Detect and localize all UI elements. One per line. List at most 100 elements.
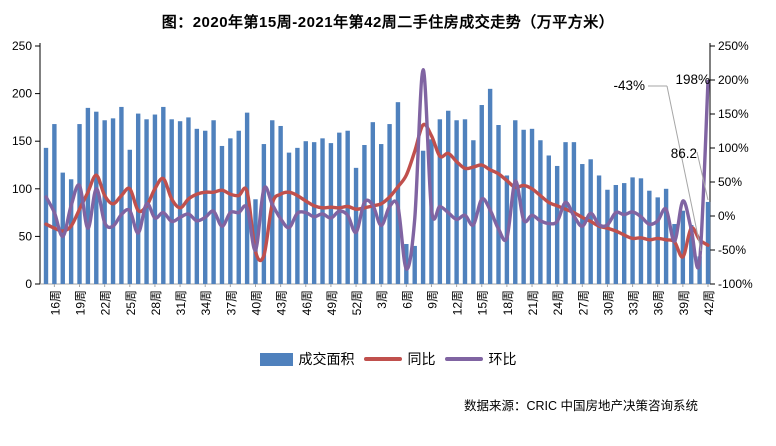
bar bbox=[672, 224, 677, 284]
bar bbox=[236, 130, 241, 284]
right-axis-tick-label: 150% bbox=[718, 107, 749, 121]
bar bbox=[680, 210, 686, 284]
x-axis-tick-label: 43周 bbox=[275, 290, 289, 315]
bar bbox=[135, 113, 141, 284]
bar bbox=[513, 120, 518, 284]
bar bbox=[378, 144, 384, 284]
x-axis-tick-label: 24周 bbox=[551, 290, 565, 315]
bar bbox=[655, 197, 660, 284]
bar bbox=[77, 124, 82, 285]
legend-label: 成交面积 bbox=[298, 351, 355, 367]
bar bbox=[496, 125, 501, 285]
bar bbox=[697, 256, 702, 284]
bar bbox=[286, 152, 292, 284]
bar bbox=[596, 175, 602, 284]
bar bbox=[43, 147, 49, 284]
x-axis-tick-label: 36周 bbox=[652, 290, 666, 315]
bar bbox=[278, 125, 283, 284]
bar bbox=[94, 111, 99, 284]
left-axis-tick-label: 50 bbox=[19, 229, 33, 243]
legend-label: 环比 bbox=[488, 351, 517, 367]
right-axis-tick-label: 200% bbox=[718, 73, 749, 87]
left-axis-tick-label: 150 bbox=[12, 134, 32, 148]
data-source-caption: 数据来源：CRIC 中国房地产决策咨询系统 bbox=[463, 399, 698, 413]
x-axis-tick-label: 42周 bbox=[702, 290, 716, 315]
x-axis-tick-label: 9周 bbox=[425, 290, 439, 309]
bar bbox=[630, 177, 635, 284]
bar bbox=[412, 245, 417, 284]
bars-series bbox=[43, 88, 711, 285]
legend-label: 同比 bbox=[407, 351, 436, 367]
bar bbox=[177, 121, 183, 284]
bar bbox=[420, 150, 426, 284]
bar bbox=[538, 140, 543, 284]
left-axis-tick-label: 200 bbox=[12, 87, 32, 101]
annotation-label: 198% bbox=[675, 72, 710, 87]
bar bbox=[219, 145, 225, 284]
bar bbox=[110, 118, 116, 285]
x-axis-tick-label: 6周 bbox=[400, 290, 414, 309]
bar bbox=[437, 119, 443, 284]
bar bbox=[471, 140, 476, 284]
x-axis-tick-label: 21周 bbox=[526, 290, 540, 315]
x-axis-tick-label: 37周 bbox=[224, 290, 238, 315]
bar bbox=[362, 145, 367, 284]
bar bbox=[705, 201, 711, 284]
legend-item-yoy: 同比 bbox=[363, 349, 436, 369]
wow-line bbox=[44, 68, 710, 271]
right-axis-tick-label: 100% bbox=[718, 141, 749, 155]
bar bbox=[454, 120, 459, 284]
bar bbox=[102, 120, 107, 284]
legend-bar-swatch bbox=[259, 352, 293, 366]
bar bbox=[211, 120, 216, 284]
bar bbox=[395, 102, 401, 284]
bar bbox=[554, 165, 560, 284]
x-axis-tick-label: 3周 bbox=[375, 290, 389, 309]
bar bbox=[613, 184, 619, 284]
x-axis-tick-label: 31周 bbox=[174, 290, 188, 315]
x-axis-tick-label: 49周 bbox=[325, 290, 339, 315]
bar bbox=[479, 105, 484, 284]
annotation-label: -43% bbox=[613, 78, 645, 93]
x-axis-tick-label: 40周 bbox=[249, 290, 263, 315]
bar bbox=[60, 172, 65, 284]
bar bbox=[161, 106, 166, 284]
right-axis-tick-label: -100% bbox=[718, 277, 753, 291]
x-axis-tick-label: 22周 bbox=[99, 290, 113, 315]
x-axis-tick-label: 12周 bbox=[451, 290, 465, 315]
bar bbox=[605, 189, 610, 284]
bar bbox=[446, 110, 451, 285]
legend-item-wow: 环比 bbox=[444, 349, 517, 369]
bar bbox=[52, 124, 57, 285]
legend-line-swatch bbox=[363, 357, 402, 361]
chart-canvas: 0 50 100 150 200 250 -100% -50% 0% 50% 100% 150% 200… bbox=[12, 39, 753, 315]
chart-title: 图：2020年第15周-2021年第42周二手住房成交走势（万平方米） bbox=[161, 14, 615, 31]
bar bbox=[203, 130, 208, 284]
bar bbox=[261, 144, 267, 284]
bar bbox=[152, 114, 158, 284]
bar bbox=[546, 155, 551, 284]
annotation-leader-line bbox=[666, 85, 702, 252]
left-axis-tick-label: 100 bbox=[12, 182, 32, 196]
x-axis-tick-label: 30周 bbox=[601, 290, 615, 315]
right-axis-tick-label: 0% bbox=[718, 209, 736, 223]
x-axis-tick-label: 27周 bbox=[576, 290, 590, 315]
x-axis-tick-label: 39周 bbox=[677, 290, 691, 315]
x-axis-tick-label: 18周 bbox=[501, 290, 515, 315]
bar bbox=[194, 128, 200, 284]
annotation-label: 86.2 bbox=[671, 146, 697, 161]
bar bbox=[127, 149, 132, 284]
x-axis-tick-label: 15周 bbox=[476, 290, 490, 315]
bar bbox=[521, 129, 526, 284]
bar bbox=[689, 224, 694, 284]
bar bbox=[563, 142, 568, 284]
x-axis-tick-label: 52周 bbox=[350, 290, 364, 315]
bar bbox=[529, 128, 535, 284]
x-axis-tick-label: 25周 bbox=[124, 290, 138, 315]
x-axis-tick-label: 33周 bbox=[627, 290, 641, 315]
bar bbox=[487, 88, 493, 284]
bar bbox=[647, 190, 652, 284]
bar bbox=[580, 164, 585, 284]
x-axis-tick-label: 28周 bbox=[149, 290, 163, 315]
